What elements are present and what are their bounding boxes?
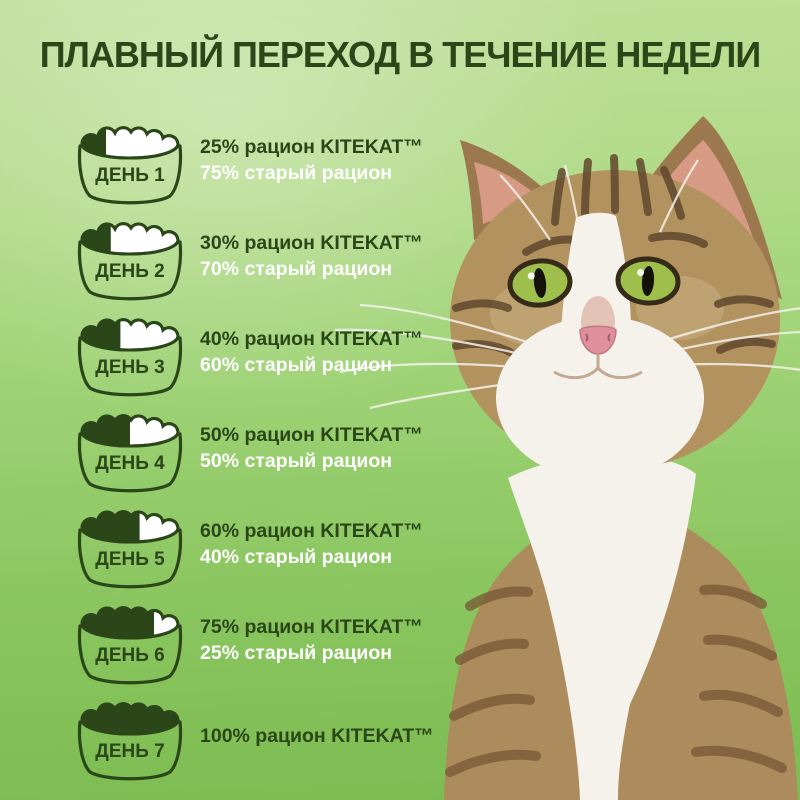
bowl-day-icon: ДЕНЬ 2	[70, 208, 190, 304]
ration-new-line: 40% рацион KITEKAT™	[200, 328, 423, 350]
ration-new-line: 50% рацион KITEKAT™	[200, 424, 423, 446]
ration-old-line: 70% старый рацион	[200, 258, 393, 280]
ration-old-line: 60% старый рацион	[200, 354, 393, 376]
ration-new-line: 100% рацион KITEKAT™	[200, 725, 434, 747]
ration-old-line: 40% старый рацион	[200, 546, 393, 568]
ration-old-line: 50% старый рацион	[200, 450, 393, 472]
cat-head-stripes	[452, 154, 776, 356]
bowl-day-icon: ДЕНЬ 1	[70, 112, 190, 208]
bowl-day-icon: ДЕНЬ 4	[70, 400, 190, 496]
cat-nostrils	[585, 333, 611, 342]
day-label: ДЕНЬ 1	[95, 165, 165, 186]
cat-mouth	[553, 354, 643, 380]
schedule-row-day-1: ДЕНЬ 1 25% рацион KITEKAT™ 75% старый ра…	[70, 112, 434, 208]
ration-new-line: 30% рацион KITEKAT™	[200, 232, 423, 254]
cat-blaze	[561, 212, 631, 334]
ration-new-line: 60% рацион KITEKAT™	[200, 520, 423, 542]
cat-right-eye	[615, 256, 681, 306]
schedule-row-day-5: ДЕНЬ 5 60% рацион KITEKAT™ 40% старый ра…	[70, 496, 434, 592]
cat-left-eye	[507, 258, 573, 308]
ration-old-line: 25% старый рацион	[200, 642, 393, 664]
ration-new-line: 75% рацион KITEKAT™	[200, 616, 423, 638]
ration-new-line: 25% рацион KITEKAT™	[200, 136, 423, 158]
cat-photo	[334, 116, 800, 800]
schedule-list: ДЕНЬ 1 25% рацион KITEKAT™ 75% старый ра…	[70, 112, 434, 784]
day-label: ДЕНЬ 2	[95, 261, 164, 282]
cat-nose	[579, 325, 617, 355]
cat-whiskers	[334, 159, 800, 410]
day-label: ДЕНЬ 5	[95, 549, 165, 570]
cat-body-stripes	[445, 584, 787, 777]
day-label: ДЕНЬ 4	[95, 453, 165, 474]
cat-left-ear	[460, 140, 558, 240]
bowl-day-icon: ДЕНЬ 6	[70, 592, 190, 688]
ration-old-line: 75% старый рацион	[200, 162, 393, 184]
day-label: ДЕНЬ 7	[95, 741, 164, 762]
schedule-row-day-3: ДЕНЬ 3 40% рацион KITEKAT™ 60% старый ра…	[70, 304, 434, 400]
page-title: ПЛАВНЫЙ ПЕРЕХОД В ТЕЧЕНИЕ НЕДЕЛИ	[39, 34, 761, 75]
cat-muzzle	[496, 316, 704, 480]
schedule-row-day-7: ДЕНЬ 7 100% рацион KITEKAT™	[70, 688, 434, 784]
schedule-row-day-6: ДЕНЬ 6 75% рацион KITEKAT™ 25% старый ра…	[70, 592, 434, 688]
cat-chest	[508, 454, 696, 800]
bowl-day-icon: ДЕНЬ 5	[70, 496, 190, 592]
day-label: ДЕНЬ 6	[95, 645, 164, 666]
day-label: ДЕНЬ 3	[95, 357, 164, 378]
schedule-row-day-4: ДЕНЬ 4 50% рацион KITEKAT™ 50% старый ра…	[70, 400, 434, 496]
schedule-row-day-2: ДЕНЬ 2 30% рацион KITEKAT™ 70% старый ра…	[70, 208, 434, 304]
bowl-day-icon: ДЕНЬ 7	[70, 688, 190, 784]
bowl-day-icon: ДЕНЬ 3	[70, 304, 190, 400]
